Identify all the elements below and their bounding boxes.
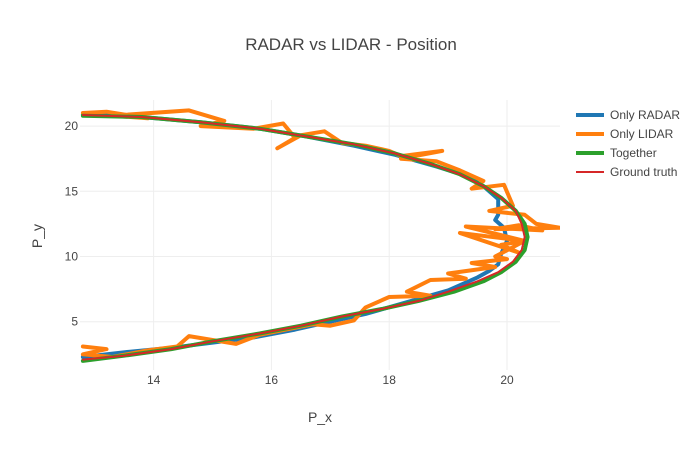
series-line-only-lidar[interactable] (80, 108, 560, 359)
x-tick-label-2: 18 (383, 373, 397, 387)
legend-label-only-radar: Only RADAR (610, 108, 680, 122)
series-line-ground-truth[interactable] (81, 114, 526, 361)
y-tick-label-1: 10 (65, 250, 79, 264)
legend-item-ground-truth[interactable]: Ground truth (576, 165, 677, 179)
y-axis-ticks: 5 10 15 20 (65, 119, 79, 329)
x-tick-label-0: 14 (147, 373, 161, 387)
x-tick-label-1: 16 (265, 373, 279, 387)
x-axis-ticks: 14 16 18 20 (147, 373, 514, 387)
legend-label-ground-truth: Ground truth (610, 165, 677, 179)
y-tick-label-3: 20 (65, 119, 79, 133)
legend[interactable]: Only RADAR Only LIDAR Together Ground truth (576, 108, 680, 179)
legend-label-together: Together (610, 146, 657, 160)
y-axis-title: P_y (29, 224, 45, 248)
legend-item-together[interactable]: Together (576, 146, 657, 160)
legend-label-only-lidar: Only LIDAR (610, 127, 674, 141)
y-tick-label-0: 5 (71, 315, 78, 329)
y-tick-label-2: 15 (65, 184, 79, 198)
legend-item-only-lidar[interactable]: Only LIDAR (576, 127, 674, 141)
x-tick-label-3: 20 (500, 373, 514, 387)
legend-item-only-radar[interactable]: Only RADAR (576, 108, 680, 122)
plot-area[interactable] (80, 108, 560, 363)
x-axis-title: P_x (308, 409, 332, 425)
chart-title: RADAR vs LIDAR - Position (245, 35, 457, 54)
